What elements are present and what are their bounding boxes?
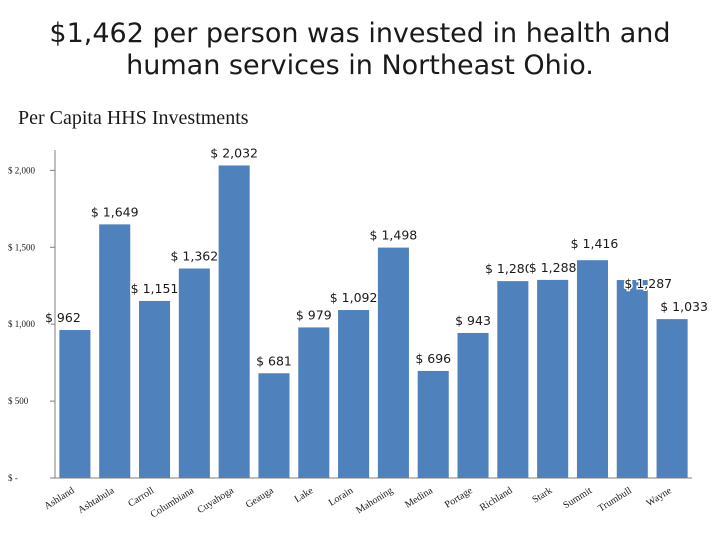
data-label: $ 1,033 <box>660 299 708 314</box>
bar <box>457 332 489 478</box>
slide-title-line-1: $1,462 per person was invested in health… <box>49 18 671 49</box>
data-label: $ 1,649 <box>91 204 139 219</box>
data-label: $ 1,362 <box>170 249 218 264</box>
x-tick-label: Ashtabula <box>76 485 117 516</box>
x-tick-label: Carroll <box>126 485 156 509</box>
chart-title: Per Capita HHS Investments <box>18 107 249 129</box>
bar <box>537 279 569 478</box>
bar <box>298 327 330 478</box>
x-tick-label: Portage <box>443 485 475 511</box>
data-label: $ 1,288 <box>529 260 577 275</box>
x-tick-label: Mahoning <box>354 485 395 516</box>
data-label: $ 1,092 <box>330 290 378 305</box>
x-tick-label: Cuyahoga <box>196 485 237 516</box>
data-label: $ 1,151 <box>131 281 179 296</box>
slide-title-line-2: human services in Northeast Ohio. <box>126 50 594 81</box>
y-tick-label: $ 2,000 <box>8 165 36 175</box>
y-tick-label: $ 1,500 <box>8 242 36 252</box>
bar <box>377 247 409 478</box>
x-tick-label: Ashland <box>42 485 76 512</box>
x-tick-label: Lorain <box>327 485 355 508</box>
data-label: $ 979 <box>296 307 332 322</box>
bar <box>258 373 290 478</box>
data-label: $ 962 <box>45 310 81 325</box>
bar <box>218 165 250 478</box>
x-tick-label: Summit <box>561 485 594 511</box>
bar <box>417 370 449 478</box>
data-label: $ 1,498 <box>370 228 418 243</box>
y-tick-label: $ 1,000 <box>8 319 36 329</box>
bar <box>656 319 688 478</box>
y-tick-label: $ 500 <box>8 396 29 406</box>
x-tick-label: Wayne <box>645 485 675 509</box>
data-label: $ 1,280 <box>485 261 533 276</box>
bar <box>139 300 171 478</box>
data-label: $ 696 <box>415 351 451 366</box>
data-label: $ 681 <box>256 353 292 368</box>
bar <box>576 260 608 478</box>
x-tick-label: Stark <box>531 485 555 506</box>
x-tick-label: Columbiana <box>149 485 197 521</box>
x-tick-label: Lake <box>293 485 316 505</box>
x-tick-label: Geauga <box>244 485 276 511</box>
data-label: $ 2,032 <box>210 145 258 160</box>
data-label: $ 1,416 <box>571 236 619 251</box>
x-tick-label: Richland <box>478 485 514 513</box>
bar <box>616 280 648 478</box>
data-label: $ 1,287 <box>624 276 672 291</box>
bar <box>338 310 370 478</box>
bar <box>497 281 529 478</box>
x-tick-label: Medina <box>403 485 435 511</box>
x-tick-label: Trumbull <box>596 485 634 514</box>
bar <box>99 224 131 478</box>
slide-title: $1,462 per person was invested in health… <box>0 18 720 82</box>
y-tick-label: $ - <box>8 473 18 483</box>
bar <box>178 268 210 478</box>
bar <box>59 330 91 478</box>
data-label: $ 943 <box>455 313 491 328</box>
